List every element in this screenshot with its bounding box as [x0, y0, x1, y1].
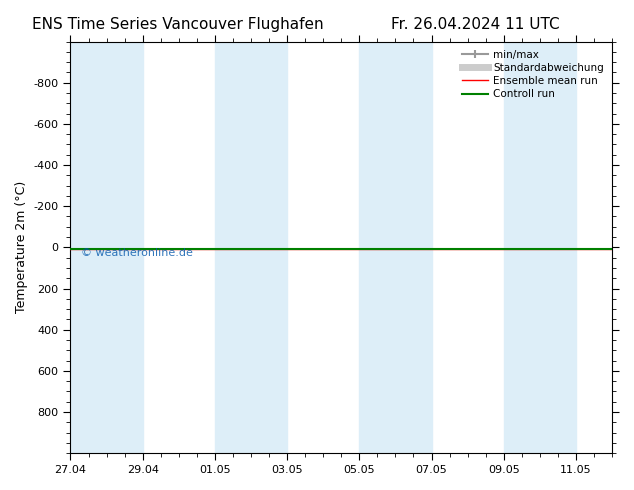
Y-axis label: Temperature 2m (°C): Temperature 2m (°C): [15, 181, 28, 314]
Legend: min/max, Standardabweichung, Ensemble mean run, Controll run: min/max, Standardabweichung, Ensemble me…: [458, 47, 607, 102]
Bar: [215, 42, 287, 453]
Bar: [70, 42, 143, 453]
Text: ENS Time Series Vancouver Flughafen: ENS Time Series Vancouver Flughafen: [32, 17, 323, 32]
Text: Fr. 26.04.2024 11 UTC: Fr. 26.04.2024 11 UTC: [391, 17, 560, 32]
Bar: [504, 42, 576, 453]
Text: © weatheronline.de: © weatheronline.de: [81, 247, 193, 258]
Bar: [359, 42, 432, 453]
